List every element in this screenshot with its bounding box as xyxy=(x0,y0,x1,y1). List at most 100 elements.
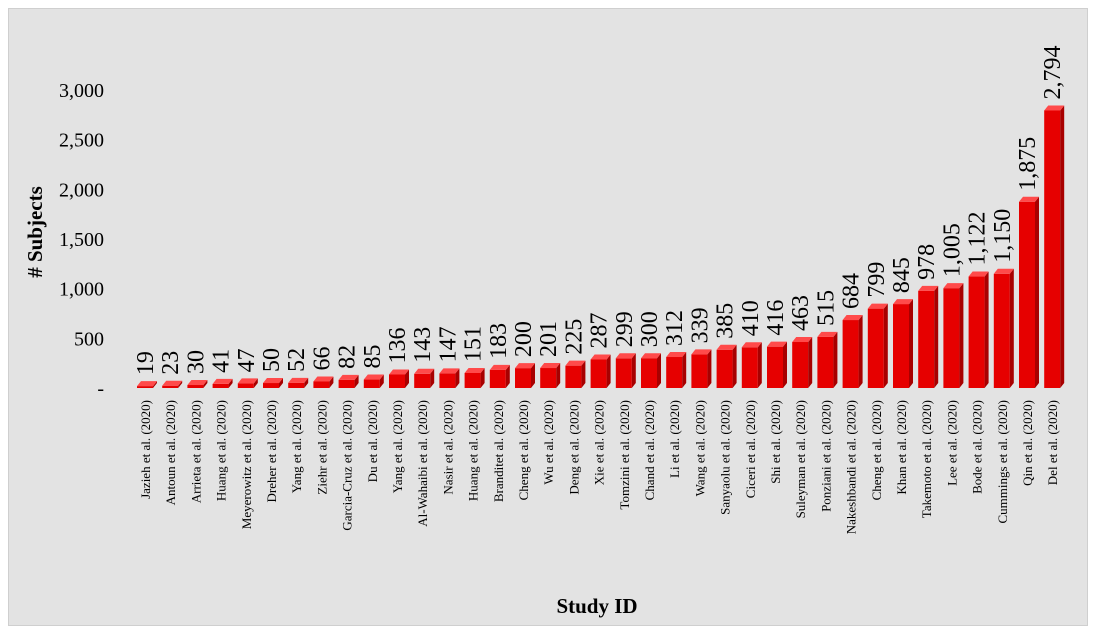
bar-top xyxy=(515,363,535,369)
bar-side xyxy=(581,360,586,388)
bar-top xyxy=(590,354,611,360)
bar-side xyxy=(405,369,409,388)
bar xyxy=(212,383,229,388)
data-label: 30 xyxy=(183,350,209,374)
data-label: 799 xyxy=(864,262,890,298)
bar-top xyxy=(691,349,712,355)
bar-top xyxy=(767,341,787,347)
data-label: 1,875 xyxy=(1015,137,1041,191)
bar-side xyxy=(329,376,334,388)
bar-side xyxy=(732,344,737,388)
data-label: 2,794 xyxy=(1040,45,1066,99)
bar-top xyxy=(565,360,586,366)
bar-side xyxy=(279,378,283,388)
x-tick-label: Shi et al. (2020) xyxy=(768,400,783,484)
bar-side xyxy=(253,378,258,388)
x-tick-label: Cheng et al. (2020) xyxy=(516,400,531,500)
bar-side xyxy=(505,364,510,388)
x-tick-label: Khan et al. (2020) xyxy=(894,400,909,495)
x-tick-label: Arrieta et al. (2020) xyxy=(188,400,203,503)
bar-top xyxy=(363,374,384,380)
x-tick-label: Garcia-Cruz et al. (2020) xyxy=(340,400,355,531)
bar xyxy=(918,290,935,388)
bar xyxy=(338,379,355,388)
bar xyxy=(414,373,431,388)
data-label: 66 xyxy=(309,346,335,370)
bar-side xyxy=(682,352,687,388)
bar xyxy=(565,365,582,388)
data-label: 52 xyxy=(284,348,310,372)
data-label: 85 xyxy=(360,345,386,369)
data-label: 978 xyxy=(914,244,940,280)
data-label: 339 xyxy=(687,307,713,343)
bar-top xyxy=(817,331,838,337)
bar xyxy=(187,385,204,388)
bar-side xyxy=(203,380,208,388)
bar-side xyxy=(430,368,435,388)
x-tick-label: Del et al. (2020) xyxy=(1045,400,1060,485)
x-tick-label: Huang et al. (2020) xyxy=(214,400,229,501)
data-label: 385 xyxy=(713,303,739,339)
bar xyxy=(741,347,758,388)
y-tick-label: 2,500 xyxy=(59,130,104,152)
bar-side xyxy=(480,368,485,388)
x-tick-label: Wang et al. (2020) xyxy=(692,400,707,496)
bar-top xyxy=(288,377,309,383)
x-tick-label: Yang et al. (2020) xyxy=(390,400,405,493)
bar xyxy=(540,368,557,388)
bar-side xyxy=(228,378,233,388)
bar xyxy=(363,379,380,388)
bar-side xyxy=(984,271,989,388)
data-label: 684 xyxy=(839,273,865,309)
bar-top xyxy=(666,352,687,358)
x-tick-label: Antoun et al. (2020) xyxy=(163,400,178,505)
y-tick-label: 1,000 xyxy=(59,279,104,301)
data-label: 200 xyxy=(511,321,537,357)
bar-top xyxy=(414,368,435,374)
bar-side xyxy=(707,349,712,388)
bar-top xyxy=(641,353,661,359)
x-axis-ticks: Jazieh et al. (2020) Antoun et al. (2020)… xyxy=(138,400,1060,534)
data-label: 845 xyxy=(889,257,915,293)
data-label: 41 xyxy=(209,349,235,373)
bar-top xyxy=(162,380,183,386)
data-label: 143 xyxy=(410,327,436,363)
bar-top xyxy=(1044,105,1065,111)
x-tick-label: Jazieh et al. (2020) xyxy=(138,400,153,499)
x-tick-label: Nasir et al. (2020) xyxy=(440,400,455,495)
bar-top xyxy=(716,344,737,350)
bar xyxy=(691,354,708,388)
data-label: 23 xyxy=(158,351,184,375)
bar xyxy=(867,308,884,388)
x-tick-label: Ponziani et al. (2020) xyxy=(818,400,833,512)
x-tick-label: Deng et al. (2020) xyxy=(566,400,581,495)
bar-side xyxy=(808,337,813,388)
bar-top xyxy=(867,303,888,309)
data-label: 299 xyxy=(612,311,638,347)
bar xyxy=(489,369,506,388)
bar-side xyxy=(909,299,913,388)
bar xyxy=(943,288,960,388)
y-tick-label: 500 xyxy=(74,328,104,350)
x-tick-label: Yang et al. (2020) xyxy=(289,400,304,493)
bar xyxy=(237,383,254,388)
bar xyxy=(288,382,305,388)
data-label: 1,005 xyxy=(939,223,965,277)
bar-side xyxy=(1009,268,1014,388)
bar xyxy=(162,385,179,388)
y-tick-label: 3,000 xyxy=(59,80,104,102)
bar-side xyxy=(934,285,939,388)
bar-top xyxy=(540,363,561,369)
bar xyxy=(767,346,783,388)
bars xyxy=(137,105,1065,388)
bar xyxy=(389,374,405,388)
bar xyxy=(641,358,657,388)
bar-side xyxy=(783,341,787,388)
bar-side xyxy=(354,374,359,388)
bar xyxy=(464,373,481,388)
bar xyxy=(439,373,456,388)
bar-top xyxy=(741,342,762,348)
x-tick-label: Xie et al. (2020) xyxy=(592,400,607,485)
bar xyxy=(993,273,1010,388)
